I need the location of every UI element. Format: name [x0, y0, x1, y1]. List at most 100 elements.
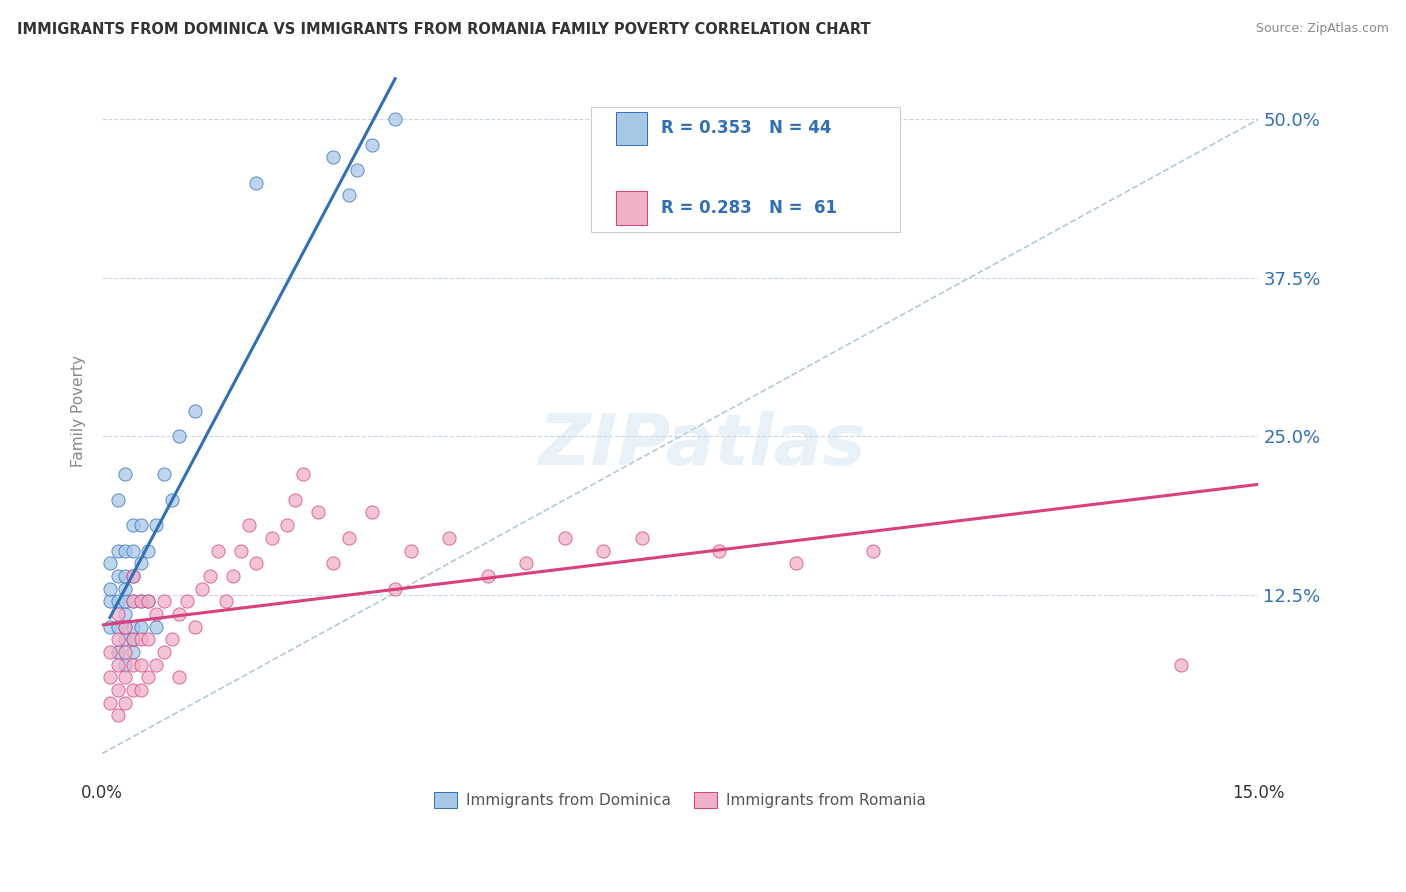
Text: Source: ZipAtlas.com: Source: ZipAtlas.com: [1256, 22, 1389, 36]
Point: [138, 670, 160, 684]
Point: [276, 518, 298, 533]
Point: [138, 632, 160, 647]
Point: [122, 632, 145, 647]
Point: [114, 620, 136, 634]
Point: [337, 188, 360, 202]
Point: [153, 645, 176, 659]
Point: [630, 531, 652, 545]
Point: [153, 594, 176, 608]
Point: [107, 620, 129, 634]
Point: [245, 556, 267, 570]
Point: [198, 569, 221, 583]
Point: [169, 429, 191, 443]
Point: [122, 683, 145, 698]
Point: [145, 607, 167, 621]
Point: [98, 670, 121, 684]
Point: [107, 657, 129, 672]
Point: [114, 696, 136, 710]
Point: [284, 492, 307, 507]
Point: [122, 594, 145, 608]
Y-axis label: Family Poverty: Family Poverty: [72, 355, 86, 467]
Point: [229, 543, 252, 558]
Point: [114, 467, 136, 482]
Point: [129, 518, 152, 533]
Point: [245, 176, 267, 190]
Point: [207, 543, 229, 558]
Text: R = 0.283   N =  61: R = 0.283 N = 61: [661, 199, 837, 217]
Point: [322, 150, 344, 164]
Point: [191, 582, 214, 596]
Point: [122, 543, 145, 558]
Point: [122, 657, 145, 672]
Text: IMMIGRANTS FROM DOMINICA VS IMMIGRANTS FROM ROMANIA FAMILY POVERTY CORRELATION C: IMMIGRANTS FROM DOMINICA VS IMMIGRANTS F…: [17, 22, 870, 37]
Point: [107, 594, 129, 608]
Point: [337, 531, 360, 545]
Point: [114, 594, 136, 608]
Point: [145, 518, 167, 533]
Point: [122, 518, 145, 533]
Point: [114, 582, 136, 596]
Point: [129, 594, 152, 608]
Point: [322, 556, 344, 570]
Point: [98, 620, 121, 634]
Point: [129, 632, 152, 647]
Point: [114, 645, 136, 659]
Point: [291, 467, 314, 482]
Point: [785, 556, 807, 570]
Point: [114, 569, 136, 583]
Point: [122, 569, 145, 583]
Point: [114, 543, 136, 558]
Point: [515, 556, 537, 570]
Point: [122, 620, 145, 634]
Point: [169, 607, 191, 621]
Point: [361, 506, 384, 520]
Point: [138, 543, 160, 558]
Point: [384, 112, 406, 127]
Point: [384, 582, 406, 596]
Point: [98, 582, 121, 596]
Point: [138, 594, 160, 608]
Point: [399, 543, 422, 558]
Point: [114, 657, 136, 672]
Point: [160, 492, 183, 507]
Legend: Immigrants from Dominica, Immigrants from Romania: Immigrants from Dominica, Immigrants fro…: [429, 786, 932, 814]
Point: [129, 556, 152, 570]
Point: [107, 543, 129, 558]
Point: [129, 620, 152, 634]
Point: [114, 620, 136, 634]
Point: [222, 569, 245, 583]
Point: [437, 531, 460, 545]
Point: [129, 594, 152, 608]
Text: 0.0%: 0.0%: [82, 784, 124, 802]
Point: [145, 657, 167, 672]
Point: [107, 683, 129, 698]
Point: [238, 518, 260, 533]
Point: [153, 467, 176, 482]
Point: [122, 569, 145, 583]
Text: R = 0.353   N = 44: R = 0.353 N = 44: [661, 120, 831, 137]
Point: [554, 531, 576, 545]
Point: [107, 569, 129, 583]
Point: [129, 683, 152, 698]
Point: [160, 632, 183, 647]
Point: [114, 632, 136, 647]
Point: [214, 594, 236, 608]
Point: [862, 543, 884, 558]
Text: ZIPatlas: ZIPatlas: [540, 411, 866, 481]
Point: [98, 696, 121, 710]
Point: [107, 645, 129, 659]
Point: [707, 543, 730, 558]
Point: [107, 607, 129, 621]
Point: [169, 670, 191, 684]
Point: [183, 620, 205, 634]
Point: [260, 531, 283, 545]
Point: [307, 506, 329, 520]
Point: [122, 645, 145, 659]
Point: [1170, 657, 1192, 672]
Point: [122, 594, 145, 608]
Point: [477, 569, 499, 583]
Point: [346, 163, 368, 178]
Point: [114, 670, 136, 684]
Point: [145, 620, 167, 634]
Point: [361, 137, 384, 152]
